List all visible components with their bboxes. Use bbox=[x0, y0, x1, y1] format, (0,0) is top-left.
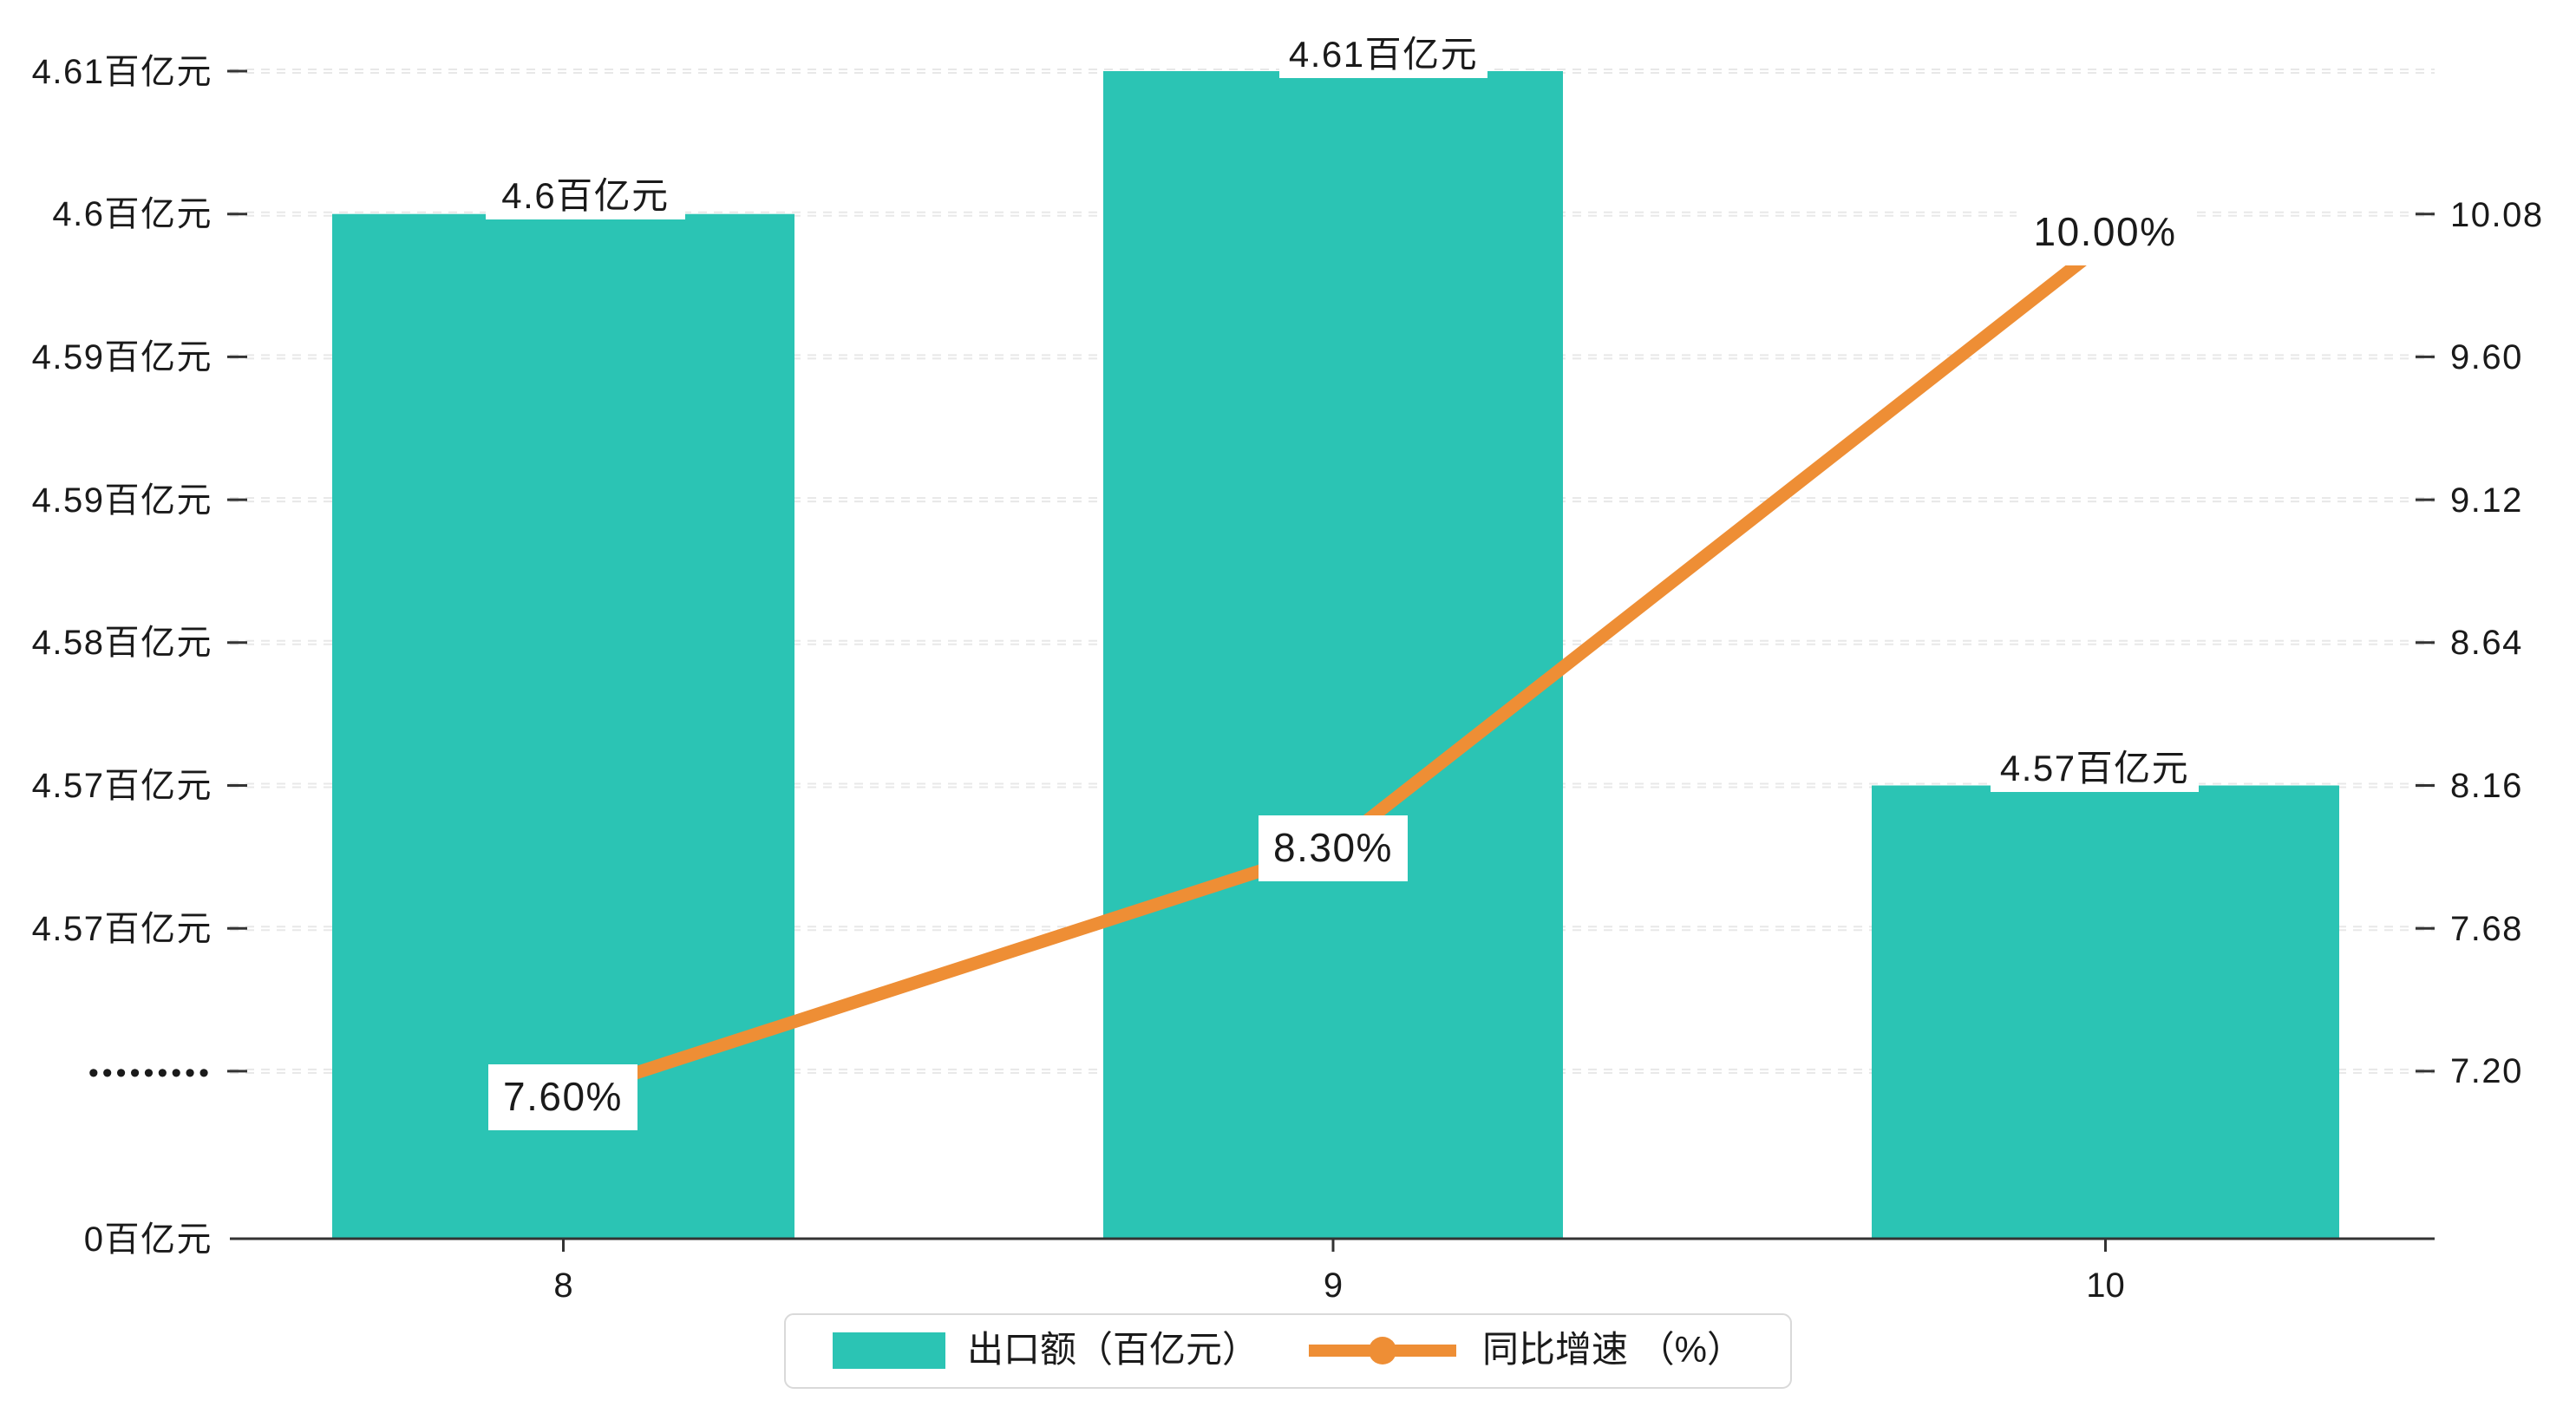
svg-text:9.60: 9.60 bbox=[2450, 338, 2523, 376]
svg-text:9.12: 9.12 bbox=[2450, 481, 2523, 520]
svg-text:4.58百亿元: 4.58百亿元 bbox=[32, 624, 212, 662]
svg-text:4.61百亿元: 4.61百亿元 bbox=[1289, 34, 1478, 75]
svg-text:8.30%: 8.30% bbox=[1273, 825, 1393, 870]
svg-text:8.64: 8.64 bbox=[2450, 624, 2523, 662]
svg-text:4.59百亿元: 4.59百亿元 bbox=[32, 338, 212, 376]
svg-text:•••••••••: ••••••••• bbox=[88, 1057, 212, 1090]
svg-text:7.68: 7.68 bbox=[2450, 910, 2523, 948]
svg-text:4.6百亿元: 4.6百亿元 bbox=[52, 195, 212, 233]
svg-text:出口额（百亿元）: 出口额（百亿元） bbox=[967, 1329, 1259, 1370]
svg-text:0百亿元: 0百亿元 bbox=[84, 1220, 212, 1259]
svg-text:9: 9 bbox=[1324, 1266, 1343, 1305]
svg-text:10.00%: 10.00% bbox=[2033, 209, 2176, 254]
svg-text:4.57百亿元: 4.57百亿元 bbox=[32, 910, 212, 948]
svg-text:8: 8 bbox=[553, 1266, 572, 1305]
svg-text:4.59百亿元: 4.59百亿元 bbox=[32, 481, 212, 520]
svg-text:4.57百亿元: 4.57百亿元 bbox=[32, 767, 212, 805]
svg-text:10: 10 bbox=[2086, 1266, 2125, 1305]
svg-text:4.57百亿元: 4.57百亿元 bbox=[2000, 748, 2189, 789]
svg-text:7.60%: 7.60% bbox=[503, 1074, 623, 1119]
svg-text:4.6百亿元: 4.6百亿元 bbox=[501, 175, 669, 216]
svg-text:8.16: 8.16 bbox=[2450, 767, 2523, 805]
svg-text:10.08: 10.08 bbox=[2450, 196, 2544, 234]
svg-text:4.61百亿元: 4.61百亿元 bbox=[32, 53, 212, 91]
svg-text:同比增速 （%）: 同比增速 （%） bbox=[1482, 1329, 1743, 1370]
svg-text:7.20: 7.20 bbox=[2450, 1052, 2523, 1090]
